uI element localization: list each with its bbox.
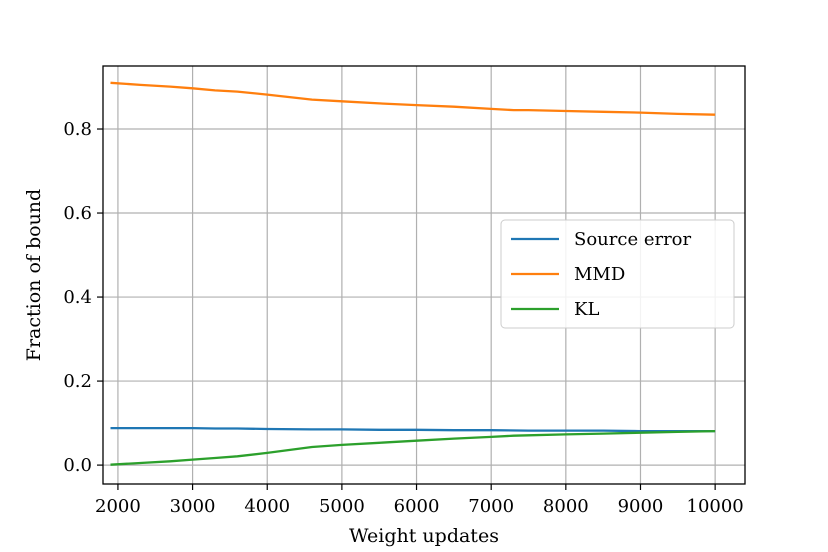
plot-frame	[102, 65, 746, 485]
x-tick-label: 5000	[319, 496, 365, 517]
y-tick-label: 0.0	[63, 455, 92, 476]
x-tick-label: 2000	[95, 496, 141, 517]
y-axis-label: Fraction of bound	[23, 189, 45, 361]
y-tick-label: 0.8	[63, 119, 92, 140]
grid	[103, 66, 745, 484]
x-tick-label: 6000	[394, 496, 440, 517]
y-tick-label: 0.6	[63, 203, 92, 224]
legend-label: MMD	[574, 264, 625, 285]
axis-ticks: 2000 3000 4000 5000 6000 7000 8000 9000 10000 0.0…	[63, 119, 743, 517]
legend: Source error MMD KL	[500, 219, 735, 329]
series-line-mmd	[110, 81, 716, 116]
x-tick-label: 4000	[244, 496, 290, 517]
legend-label: Source error	[574, 229, 692, 250]
series-lines	[110, 81, 716, 466]
series-line-source-error	[110, 426, 716, 433]
y-tick-label: 0.2	[63, 371, 92, 392]
x-tick-label: 9000	[618, 496, 664, 517]
x-tick-label: 8000	[543, 496, 589, 517]
x-tick-label: 7000	[468, 496, 514, 517]
series-line-kl	[110, 429, 716, 466]
legend-label: KL	[574, 299, 599, 320]
y-tick-label: 0.4	[63, 287, 92, 308]
legend-box	[500, 219, 735, 329]
x-tick-label: 10000	[687, 496, 744, 517]
x-tick-label: 3000	[170, 496, 216, 517]
x-axis-label: Weight updates	[349, 525, 499, 547]
